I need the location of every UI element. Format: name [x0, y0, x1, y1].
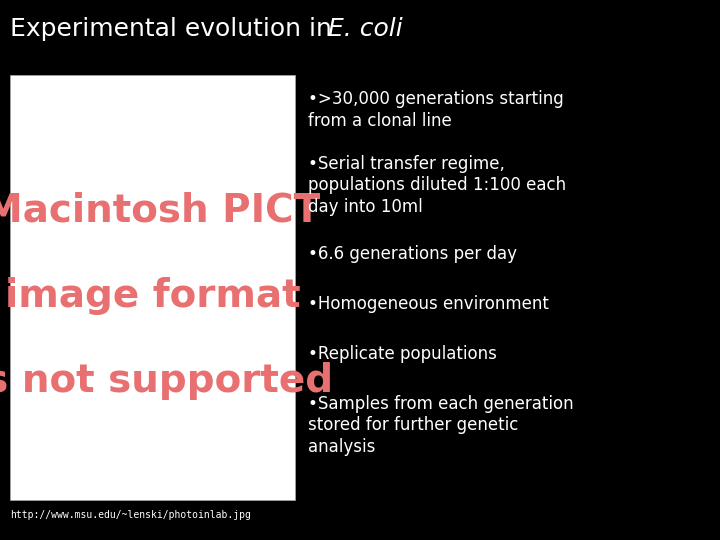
Text: •6.6 generations per day: •6.6 generations per day — [308, 245, 517, 263]
Text: E. coli: E. coli — [328, 17, 402, 41]
Text: Macintosh PICT: Macintosh PICT — [0, 192, 320, 230]
Text: •Homogeneous environment: •Homogeneous environment — [308, 295, 549, 313]
Text: is not supported: is not supported — [0, 362, 333, 400]
Text: http://www.msu.edu/~lenski/photoinlab.jpg: http://www.msu.edu/~lenski/photoinlab.jp… — [10, 510, 251, 520]
Text: •Serial transfer regime,
populations diluted 1:100 each
day into 10ml: •Serial transfer regime, populations dil… — [308, 155, 566, 216]
Text: •Samples from each generation
stored for further genetic
analysis: •Samples from each generation stored for… — [308, 395, 574, 456]
Text: •Replicate populations: •Replicate populations — [308, 345, 497, 363]
Bar — [10, 75, 295, 500]
Text: image format: image format — [5, 277, 300, 315]
Text: •>30,000 generations starting
from a clonal line: •>30,000 generations starting from a clo… — [308, 90, 564, 130]
Text: Experimental evolution in: Experimental evolution in — [10, 17, 340, 41]
